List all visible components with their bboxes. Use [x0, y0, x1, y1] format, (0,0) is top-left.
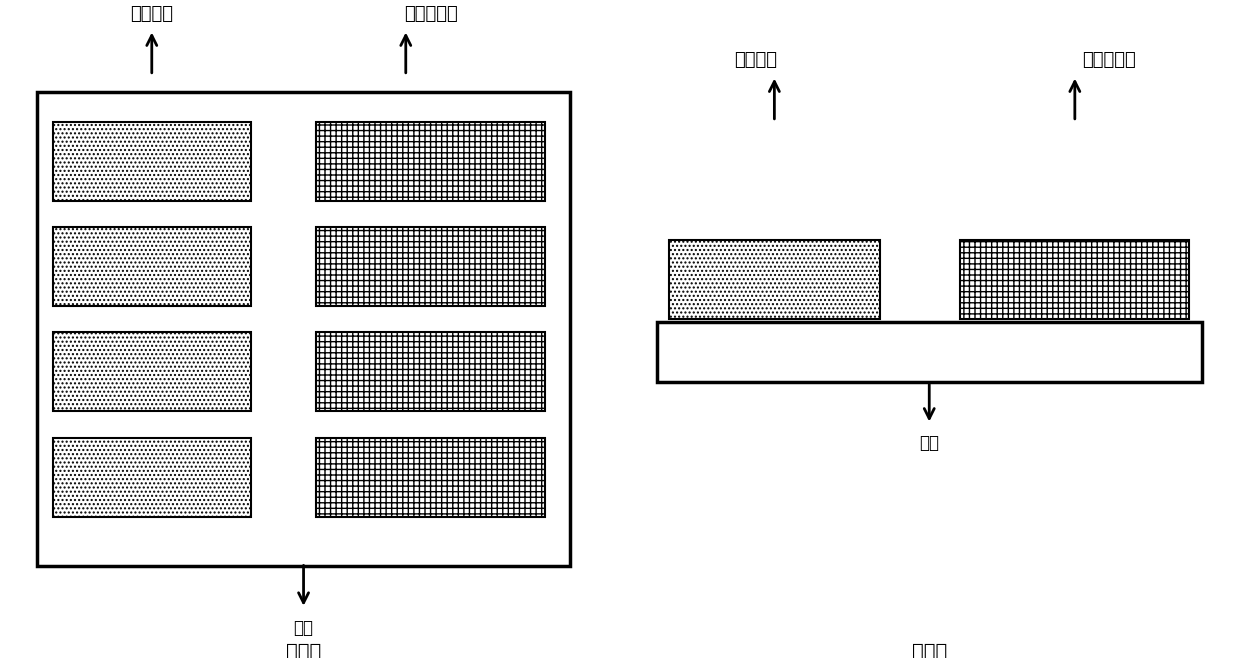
Bar [316, 438, 545, 517]
Text: 非透明面材: 非透明面材 [1082, 51, 1136, 69]
Bar [52, 122, 250, 201]
Bar [316, 332, 545, 411]
Text: 底纸: 底纸 [294, 619, 313, 636]
Bar [37, 92, 570, 566]
Bar [52, 332, 250, 411]
Text: 透明面材: 透明面材 [735, 51, 777, 69]
Bar [52, 438, 250, 517]
Text: 透明面材: 透明面材 [130, 5, 173, 23]
Bar [657, 322, 1202, 382]
Text: 剖面图: 剖面图 [912, 642, 947, 658]
Text: 底纸: 底纸 [919, 434, 939, 452]
Text: 非透明面材: 非透明面材 [404, 5, 457, 23]
Bar [960, 240, 1189, 319]
Bar [316, 122, 545, 201]
Text: 俯视图: 俯视图 [286, 642, 321, 658]
Bar [669, 240, 880, 319]
Bar [52, 227, 250, 306]
Bar [316, 227, 545, 306]
